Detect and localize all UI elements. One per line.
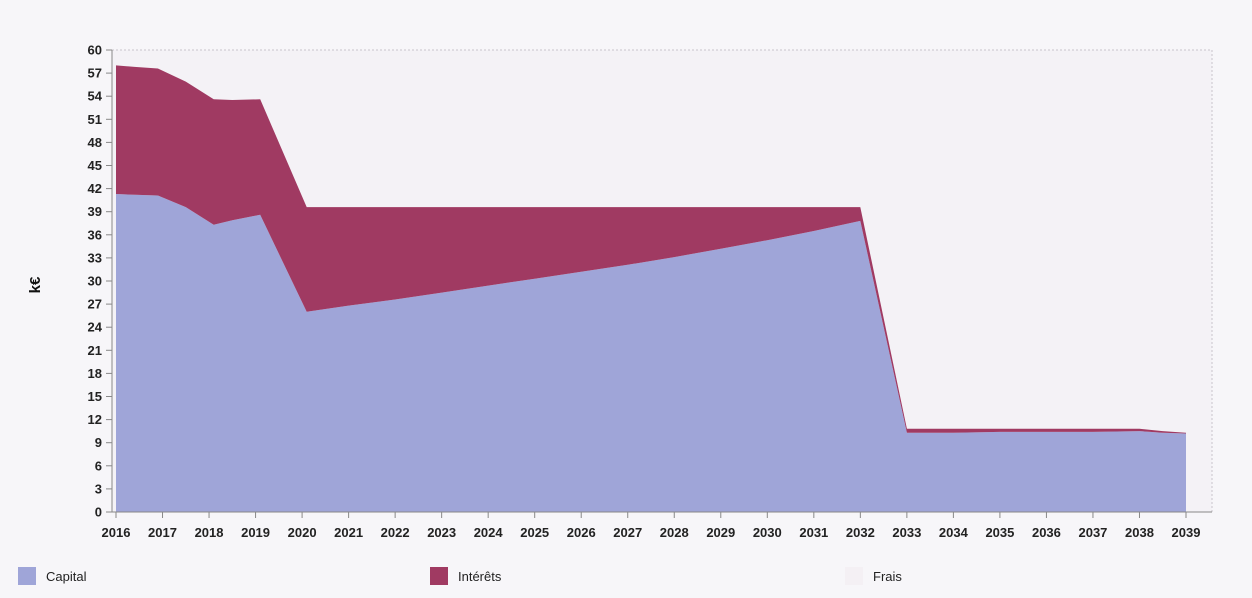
y-axis-label: k€ <box>27 276 44 293</box>
legend-label-capital: Capital <box>46 569 87 584</box>
x-tick-label: 2030 <box>753 525 782 540</box>
x-tick-label: 2023 <box>427 525 456 540</box>
y-tick-label: 54 <box>88 89 103 104</box>
x-tick-label: 2020 <box>288 525 317 540</box>
x-tick-label: 2024 <box>474 525 504 540</box>
x-tick-label: 2025 <box>520 525 549 540</box>
legend-swatch-capital <box>18 567 36 585</box>
y-tick-label: 21 <box>88 343 102 358</box>
x-tick-label: 2027 <box>613 525 642 540</box>
y-tick-label: 12 <box>88 412 102 427</box>
x-ticks-layer: 2016 2017 2018 2019 2020 2021 2022 2023 2024 2025… <box>102 512 1201 540</box>
y-tick-label: 30 <box>88 274 102 289</box>
area-capital <box>116 194 1186 512</box>
y-tick-label: 18 <box>88 366 102 381</box>
x-tick-label: 2026 <box>567 525 596 540</box>
x-tick-label: 2029 <box>706 525 735 540</box>
x-tick-label: 2018 <box>195 525 224 540</box>
x-tick-label: 2039 <box>1172 525 1201 540</box>
x-tick-label: 2019 <box>241 525 270 540</box>
y-tick-label: 48 <box>88 135 102 150</box>
y-tick-label: 6 <box>95 458 102 473</box>
areas-layer <box>116 65 1186 512</box>
x-tick-label: 2037 <box>1078 525 1107 540</box>
x-tick-label: 2028 <box>660 525 689 540</box>
y-tick-label: 39 <box>88 204 102 219</box>
x-tick-label: 2016 <box>102 525 131 540</box>
area-interets <box>116 65 1186 434</box>
y-tick-label: 33 <box>88 250 102 265</box>
x-tick-label: 2035 <box>985 525 1014 540</box>
x-tick-label: 2031 <box>799 525 828 540</box>
y-tick-label: 27 <box>88 297 102 312</box>
y-tick-label: 45 <box>88 158 102 173</box>
y-tick-label: 36 <box>88 227 102 242</box>
x-tick-label: 2036 <box>1032 525 1061 540</box>
x-tick-label: 2017 <box>148 525 177 540</box>
legend-swatch-frais <box>845 567 863 585</box>
legend: Capital Intérêts Frais <box>18 567 902 585</box>
x-tick-label: 2034 <box>939 525 969 540</box>
y-tick-label: 57 <box>88 66 102 81</box>
y-tick-label: 9 <box>95 435 102 450</box>
y-tick-label: 60 <box>88 43 102 58</box>
x-tick-label: 2021 <box>334 525 363 540</box>
y-tick-label: 51 <box>88 112 102 127</box>
x-tick-label: 2032 <box>846 525 875 540</box>
y-tick-label: 0 <box>95 505 102 520</box>
legend-label-frais: Frais <box>873 569 902 584</box>
x-tick-label: 2038 <box>1125 525 1154 540</box>
x-tick-label: 2022 <box>381 525 410 540</box>
y-tick-label: 42 <box>88 181 102 196</box>
legend-swatch-interets <box>430 567 448 585</box>
y-tick-label: 3 <box>95 481 102 496</box>
x-tick-label: 2033 <box>892 525 921 540</box>
legend-label-interets: Intérêts <box>458 569 502 584</box>
y-tick-label: 24 <box>88 320 103 335</box>
y-tick-label: 15 <box>88 389 102 404</box>
